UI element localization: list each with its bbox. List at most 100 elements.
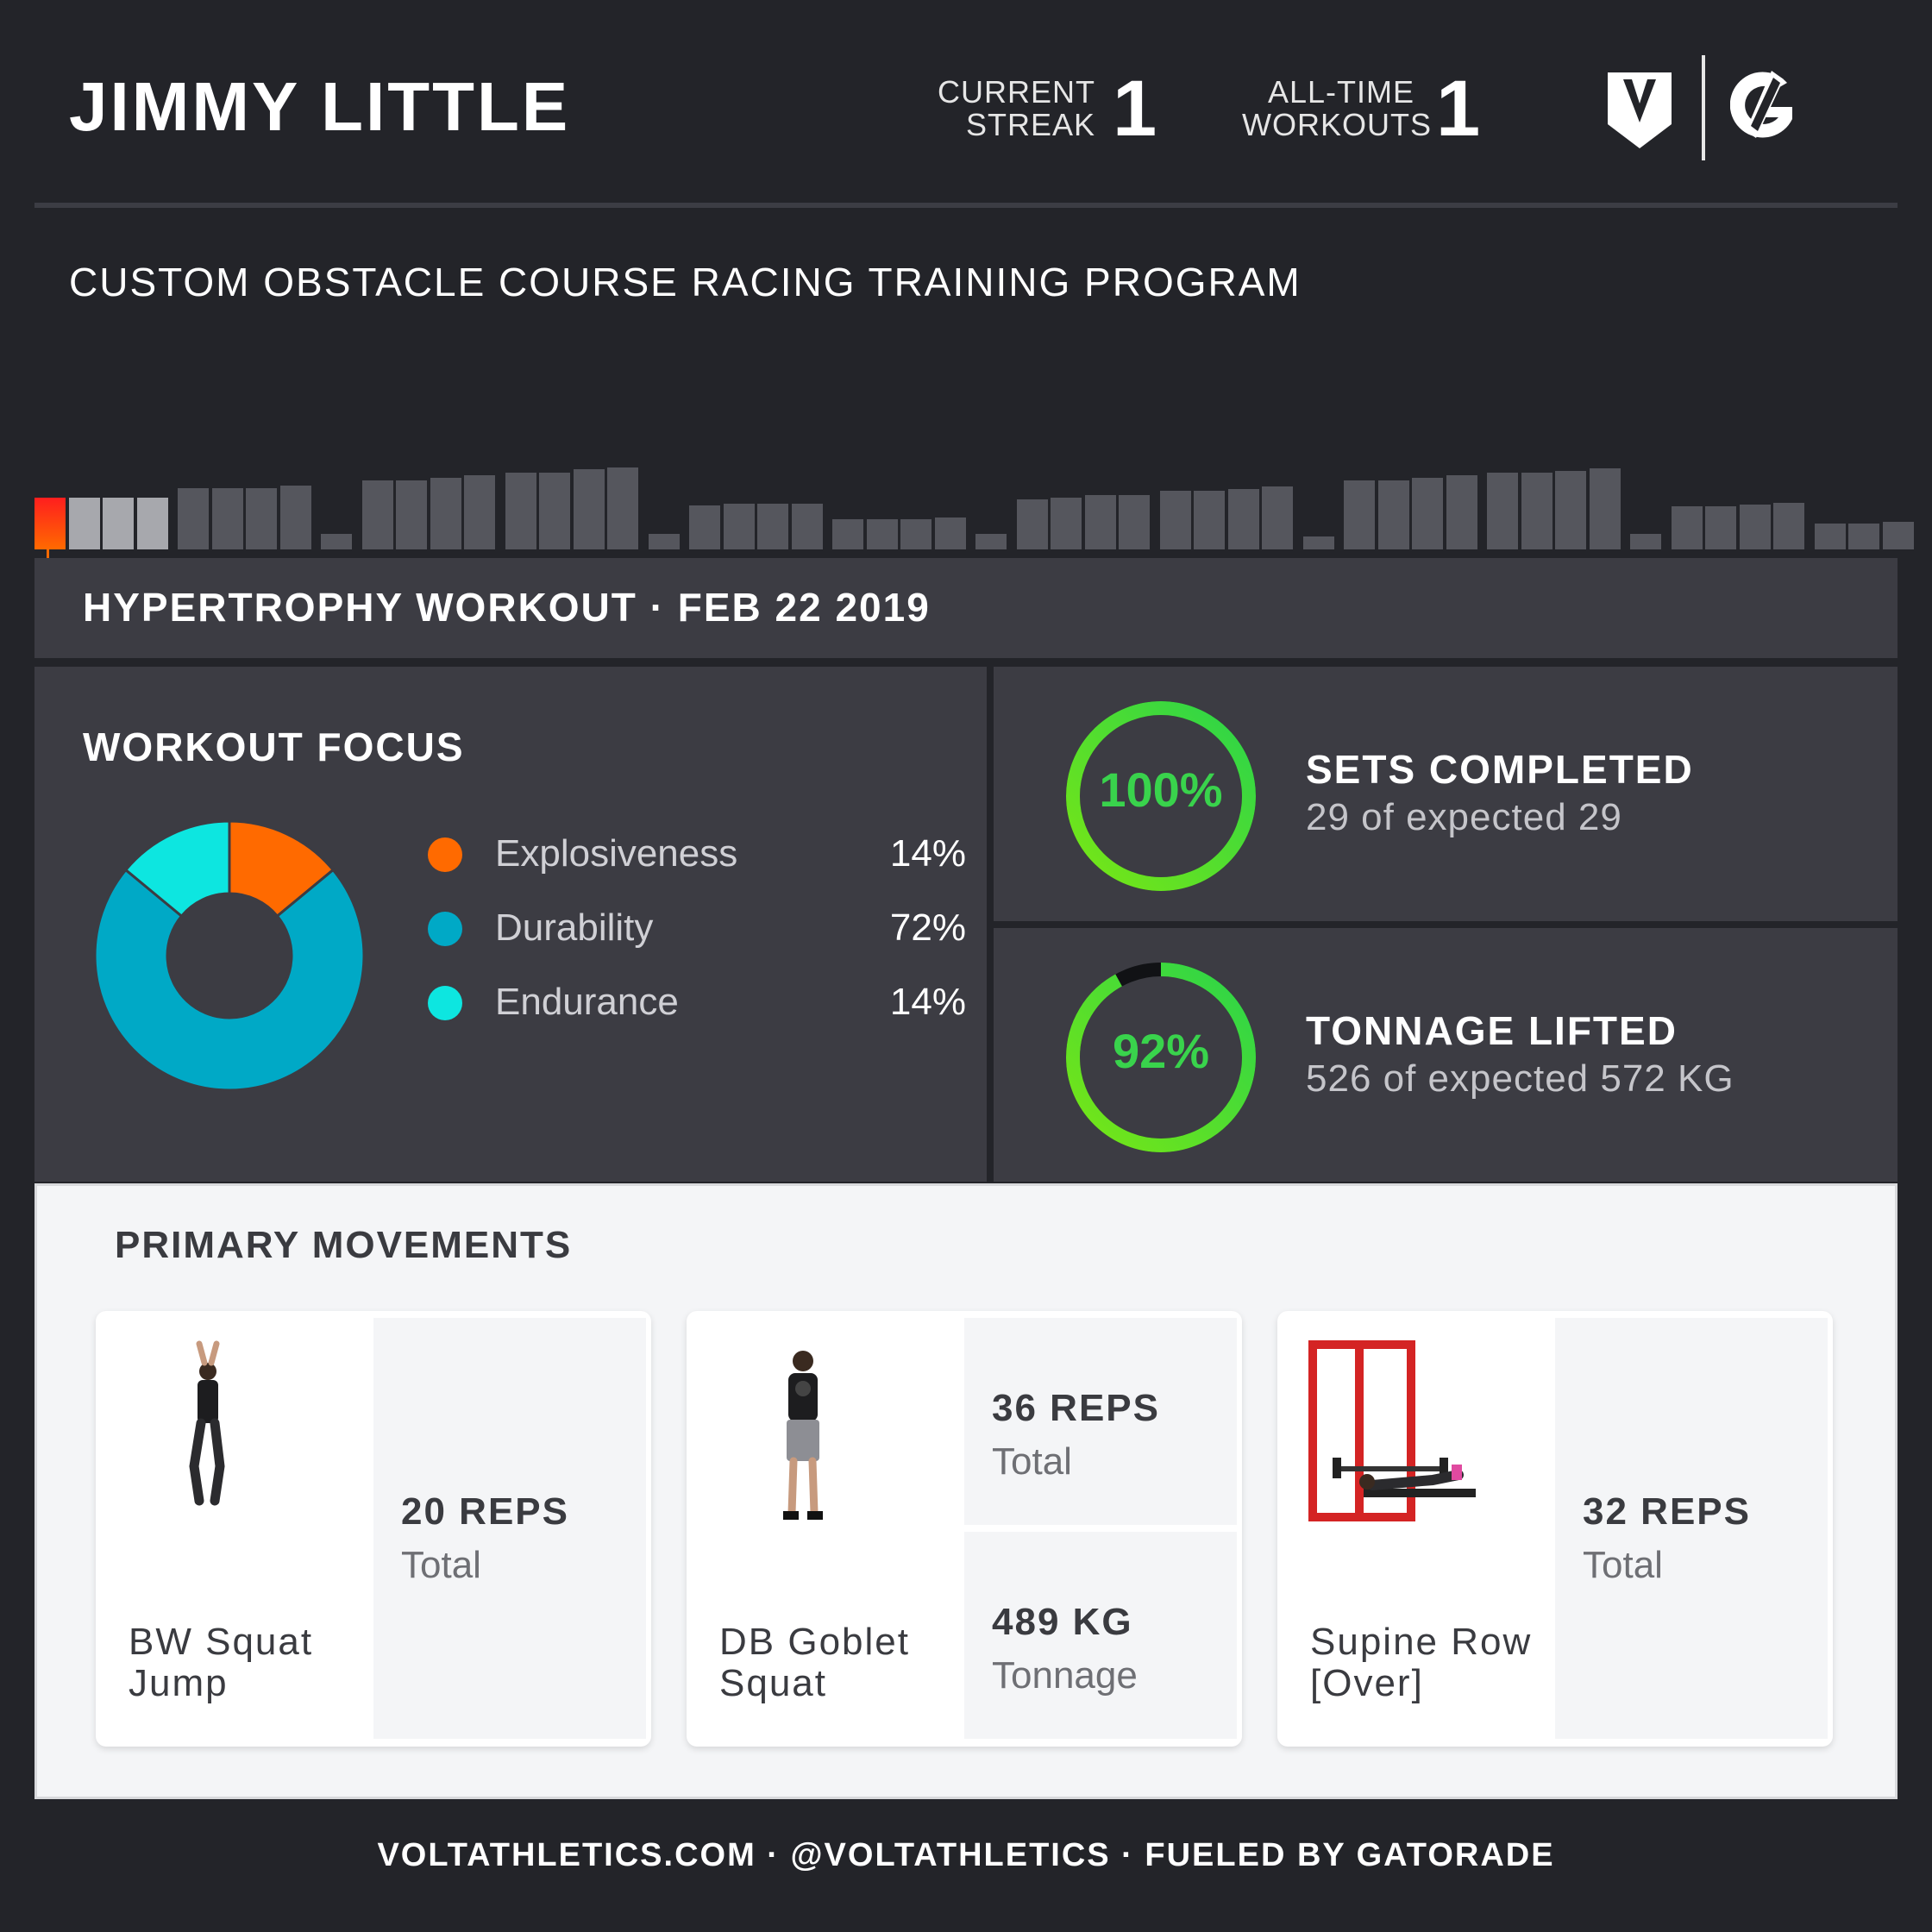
- sets-completed-detail: 29 of expected 29: [1306, 796, 1622, 838]
- current-streak-label-line1: CURRENT: [938, 74, 1095, 110]
- timeline-bar[interactable]: [975, 534, 1007, 549]
- program-title: CUSTOM OBSTACLE COURSE RACING TRAINING P…: [69, 260, 1302, 304]
- timeline-bar[interactable]: [1589, 468, 1621, 549]
- legend-percent-endurance: 14%: [889, 981, 966, 1023]
- timeline-bar[interactable]: [1412, 478, 1443, 549]
- timeline-bar[interactable]: [1446, 475, 1477, 549]
- movement-reps-box: 20 REPS Total: [373, 1318, 646, 1739]
- timeline-bar[interactable]: [1051, 498, 1082, 549]
- timeline-bar[interactable]: [1705, 506, 1736, 549]
- all-time-workouts-value: 1: [1436, 65, 1481, 153]
- timeline-bar[interactable]: [1521, 473, 1552, 549]
- timeline-bar[interactable]: [136, 498, 168, 549]
- timeline-bar[interactable]: [1227, 489, 1259, 549]
- movement-reps-value: 32 REPS: [1583, 1490, 1751, 1533]
- timeline-bar[interactable]: [211, 488, 243, 549]
- timeline-bar[interactable]: [1302, 536, 1334, 549]
- sets-completed-ring: [1066, 701, 1256, 891]
- timeline-bar[interactable]: [321, 534, 352, 549]
- timeline-bar[interactable]: [246, 488, 277, 549]
- timeline-bar[interactable]: [103, 498, 134, 549]
- timeline-bar[interactable]: [279, 486, 311, 549]
- workout-focus-title: WORKOUT FOCUS: [83, 724, 465, 769]
- header-divider: [34, 203, 1898, 208]
- timeline-bar[interactable]: [832, 519, 863, 549]
- timeline-bar[interactable]: [791, 504, 823, 549]
- timeline-bar[interactable]: [1194, 491, 1225, 549]
- timeline-bar[interactable]: [178, 488, 209, 549]
- workout-timeline[interactable]: [34, 431, 1914, 549]
- timeline-bar[interactable]: [648, 534, 680, 549]
- tonnage-lifted-percent: 92%: [1112, 1024, 1210, 1078]
- timeline-bar[interactable]: [757, 504, 788, 549]
- movement-card-supine-row[interactable]: Supine Row [Over] 32 REPS Total: [1277, 1311, 1833, 1747]
- timeline-bar[interactable]: [573, 469, 605, 549]
- movement-reps-label: Total: [992, 1440, 1072, 1483]
- tonnage-lifted-panel: 92% TONNAGE LIFTED 526 of expected 572 K…: [994, 928, 1898, 1182]
- movement-card-bw-squat-jump[interactable]: BW Squat Jump 20 REPS Total: [96, 1311, 651, 1747]
- timeline-bar[interactable]: [1630, 534, 1661, 549]
- timeline-bar[interactable]: [361, 480, 393, 549]
- footer-text: VOLTATHLETICS.COM · @VOLTATHLETICS · FUE…: [377, 1837, 1555, 1873]
- legend-label-durability: Durability: [495, 906, 654, 949]
- movement-name-line2: Squat: [719, 1662, 827, 1704]
- timeline-bar[interactable]: [1262, 486, 1293, 549]
- donut-slice-endurance: [123, 819, 231, 919]
- legend-percent-durability: 72%: [889, 906, 966, 949]
- timeline-bar[interactable]: [1773, 503, 1804, 549]
- all-time-workouts-label: ALL-TIME WORKOUTS: [1242, 74, 1431, 141]
- workout-focus-panel: WORKOUT FOCUS Explosiveness 14% Durability…: [34, 667, 987, 1182]
- movement-name-line1: DB Goblet: [719, 1621, 910, 1663]
- sets-completed-title: SETS COMPLETED: [1306, 747, 1694, 792]
- timeline-bar[interactable]: [1848, 524, 1879, 549]
- timeline-bar[interactable]: [607, 467, 638, 549]
- supine-row-rack-icon: [1308, 1340, 1476, 1521]
- timeline-bar[interactable]: [723, 504, 755, 549]
- current-streak-label: CURRENT STREAK: [932, 76, 1095, 141]
- legend-label-endurance: Endurance: [495, 981, 679, 1023]
- timeline-bar[interactable]: [505, 473, 536, 549]
- timeline-bar[interactable]: [1814, 524, 1846, 549]
- timeline-bar[interactable]: [464, 475, 495, 549]
- movement-name-line2: [Over]: [1310, 1662, 1424, 1704]
- tonnage-lifted-detail: 526 of expected 572 KG: [1306, 1057, 1734, 1100]
- tonnage-lifted-ring: [1066, 963, 1256, 1152]
- timeline-bar[interactable]: [1671, 506, 1703, 549]
- movement-card-db-goblet-squat[interactable]: DB Goblet Squat 36 REPS Total 489 KG Ton…: [687, 1311, 1242, 1747]
- timeline-bar[interactable]: [1016, 499, 1048, 549]
- donut-slice-durability: [93, 868, 366, 1092]
- timeline-bar[interactable]: [539, 473, 570, 549]
- timeline-bar[interactable]: [689, 505, 720, 549]
- timeline-bar[interactable]: [68, 498, 100, 549]
- movement-reps-box: 32 REPS Total: [1555, 1318, 1828, 1739]
- timeline-bar[interactable]: [1084, 495, 1116, 549]
- current-streak-value: 1: [1113, 65, 1157, 153]
- movement-name: Supine Row [Over]: [1310, 1622, 1532, 1704]
- timeline-bar[interactable]: [866, 519, 898, 549]
- movement-reps-label: Total: [401, 1544, 481, 1586]
- timeline-bar[interactable]: [1377, 480, 1409, 549]
- jump-squat-figure-icon: [189, 1340, 225, 1506]
- workout-focus-donut: [93, 819, 366, 1092]
- movement-name-line1: Supine Row: [1310, 1621, 1533, 1663]
- timeline-bar[interactable]: [1739, 505, 1771, 549]
- timeline-bar[interactable]: [1555, 471, 1586, 549]
- timeline-bar[interactable]: [396, 480, 427, 549]
- all-time-label-line1: ALL-TIME: [1267, 74, 1414, 110]
- timeline-bar[interactable]: [900, 519, 932, 549]
- legend-dot-endurance: [428, 986, 462, 1020]
- workout-header-bar: HYPERTROPHY WORKOUT · FEB 22 2019: [34, 558, 1898, 658]
- timeline-bar[interactable]: [34, 498, 66, 549]
- timeline-bar[interactable]: [1344, 480, 1375, 549]
- timeline-bar[interactable]: [430, 478, 461, 549]
- timeline-bar[interactable]: [1882, 522, 1914, 549]
- movement-tonnage-label: Tonnage: [992, 1654, 1138, 1697]
- timeline-bar[interactable]: [1487, 473, 1518, 549]
- gatorade-g-icon: [1730, 71, 1792, 138]
- workout-title: HYPERTROPHY WORKOUT · FEB 22 2019: [83, 585, 931, 630]
- donut-slice-explosiveness: [228, 819, 336, 919]
- legend-percent-explosiveness: 14%: [889, 832, 966, 875]
- timeline-bar[interactable]: [934, 518, 966, 549]
- timeline-bar[interactable]: [1119, 495, 1150, 549]
- timeline-bar[interactable]: [1159, 491, 1191, 549]
